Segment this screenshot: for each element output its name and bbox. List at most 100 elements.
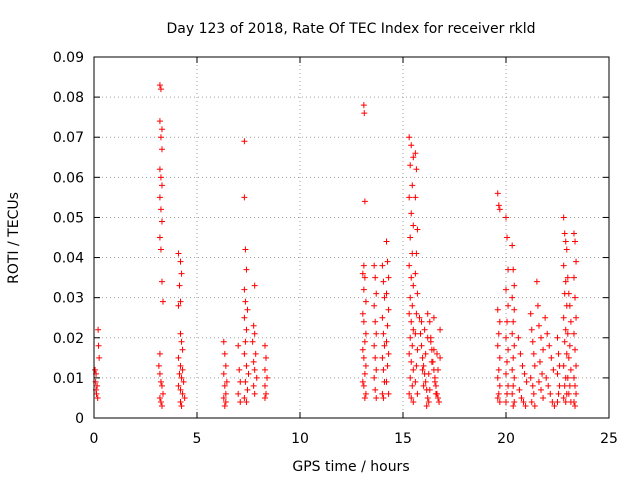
data-point — [222, 362, 229, 369]
data-point — [560, 214, 567, 221]
data-point — [158, 278, 165, 285]
data-point — [241, 350, 248, 357]
data-point — [371, 302, 378, 309]
data-point — [250, 358, 257, 365]
data-point — [562, 326, 569, 333]
data-point — [250, 382, 257, 389]
data-points — [92, 82, 580, 409]
data-point — [94, 394, 101, 401]
data-point — [242, 298, 249, 305]
data-point — [417, 330, 424, 337]
data-point — [409, 182, 416, 189]
data-point — [158, 382, 165, 389]
data-point — [563, 350, 570, 357]
data-point — [92, 366, 99, 373]
data-point — [371, 342, 378, 349]
data-point — [372, 318, 379, 325]
data-point — [261, 342, 268, 349]
data-point — [222, 390, 229, 397]
data-point — [572, 382, 579, 389]
data-point — [566, 342, 573, 349]
data-point — [412, 194, 419, 201]
data-point — [530, 350, 537, 357]
plot-frame — [93, 56, 610, 419]
data-point — [560, 362, 567, 369]
data-point — [570, 398, 577, 405]
data-point — [529, 338, 536, 345]
data-point — [360, 318, 367, 325]
data-point — [528, 326, 535, 333]
data-point — [249, 338, 256, 345]
data-point — [543, 374, 550, 381]
data-point — [561, 230, 568, 237]
y-tick-label: 0.03 — [53, 291, 84, 307]
data-point — [554, 370, 561, 377]
data-point — [379, 262, 386, 269]
data-point — [539, 370, 546, 377]
data-point — [510, 382, 517, 389]
data-point — [518, 394, 525, 401]
y-tick-label: 0.02 — [53, 331, 84, 347]
data-point — [436, 398, 443, 405]
data-point — [424, 394, 431, 401]
data-point — [504, 234, 511, 241]
data-point — [179, 390, 186, 397]
data-point — [520, 398, 527, 405]
data-point — [156, 370, 163, 377]
data-point — [362, 298, 369, 305]
data-point — [410, 154, 417, 161]
data-point — [511, 282, 518, 289]
data-point — [243, 326, 250, 333]
data-point — [535, 378, 542, 385]
data-point — [359, 270, 366, 277]
data-point — [406, 390, 413, 397]
data-point — [157, 378, 164, 385]
data-point — [261, 366, 268, 373]
data-point — [381, 294, 388, 301]
data-point — [407, 162, 414, 169]
data-point — [572, 402, 579, 409]
data-point — [360, 102, 367, 109]
data-point — [383, 338, 390, 345]
data-point — [175, 354, 182, 361]
data-point — [362, 390, 369, 397]
data-point — [160, 390, 167, 397]
data-point — [521, 370, 528, 377]
data-point — [158, 182, 165, 189]
data-point — [177, 362, 184, 369]
data-point — [361, 110, 368, 117]
x-tick-label: 20 — [497, 431, 515, 447]
data-point — [406, 134, 413, 141]
data-point — [408, 358, 415, 365]
data-point — [503, 370, 509, 377]
x-tick-label: 10 — [291, 431, 309, 447]
data-point — [158, 126, 165, 133]
data-point — [361, 394, 368, 401]
data-point — [178, 402, 185, 409]
data-point — [384, 362, 391, 369]
data-point — [385, 390, 392, 397]
data-point — [426, 318, 433, 325]
data-point — [573, 258, 580, 265]
data-point — [175, 302, 182, 309]
data-point — [419, 354, 426, 361]
data-point — [511, 398, 518, 405]
data-point — [407, 334, 414, 341]
data-point — [531, 362, 538, 369]
data-point — [156, 194, 163, 201]
data-point — [383, 238, 390, 245]
y-tick-label: 0.07 — [53, 130, 84, 146]
data-point — [547, 390, 554, 397]
data-point — [410, 326, 417, 333]
data-point — [181, 394, 188, 401]
data-point — [504, 318, 511, 325]
data-point — [540, 346, 547, 353]
data-point — [413, 310, 420, 317]
data-point — [494, 190, 501, 197]
data-point — [564, 374, 571, 381]
data-point — [431, 378, 438, 385]
data-point — [564, 274, 571, 281]
data-point — [410, 222, 417, 229]
data-point — [573, 390, 580, 397]
